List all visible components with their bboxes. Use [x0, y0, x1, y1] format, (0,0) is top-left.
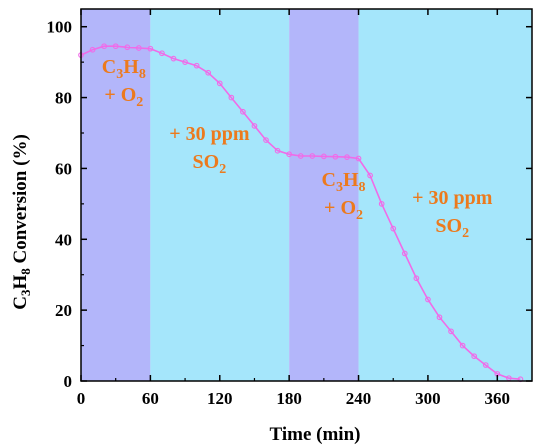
- y-tick-label: 60: [55, 159, 72, 178]
- y-axis-title: C3H8 Conversion (%): [10, 134, 33, 310]
- y-tick-label: 40: [55, 230, 72, 249]
- x-tick-label: 120: [207, 389, 233, 408]
- y-tick-label: 80: [55, 89, 72, 108]
- x-tick-label: 180: [276, 389, 302, 408]
- y-tick-label: 20: [55, 301, 72, 320]
- annotation-4-line1: + 30 ppm: [412, 187, 493, 209]
- y-tick-label: 0: [64, 372, 73, 391]
- y-tick-label: 100: [47, 18, 73, 37]
- x-tick-label: 300: [415, 389, 441, 408]
- x-tick-label: 360: [485, 389, 511, 408]
- annotation-2-line1: + 30 ppm: [169, 123, 250, 145]
- x-tick-label: 0: [77, 389, 86, 408]
- x-axis-title: Time (min): [270, 424, 361, 445]
- band-2: [150, 9, 289, 381]
- x-tick-label: 240: [346, 389, 372, 408]
- band-3: [289, 9, 358, 381]
- x-tick-label: 60: [142, 389, 159, 408]
